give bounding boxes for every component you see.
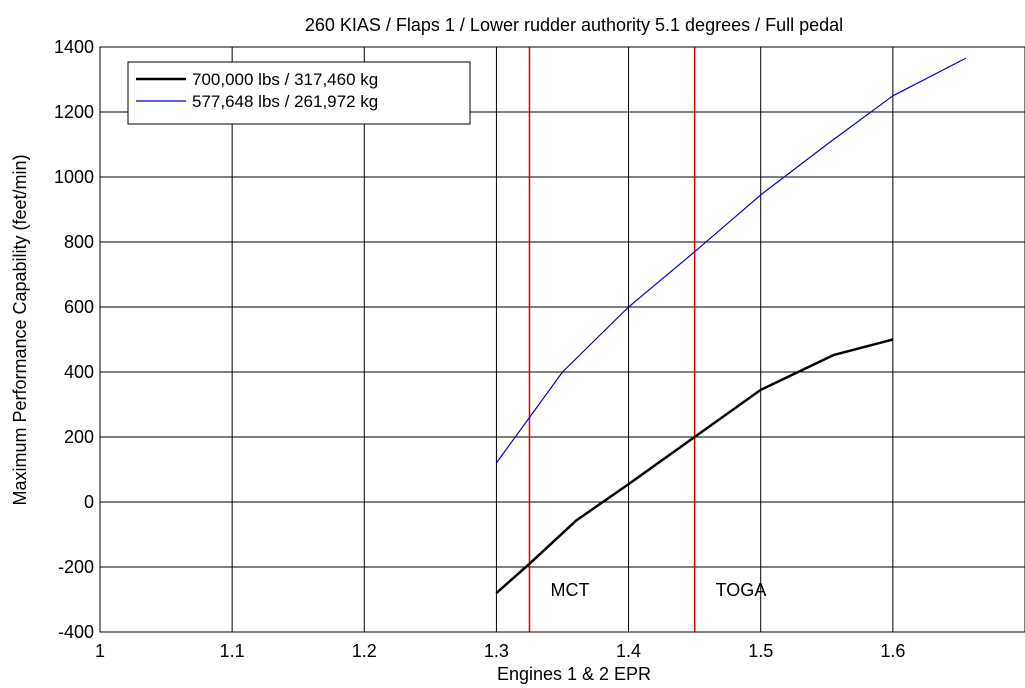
x-tick-label: 1.1	[220, 641, 245, 661]
y-tick-label: 400	[64, 362, 94, 382]
ref-label-mct: MCT	[550, 580, 589, 600]
x-tick-labels: 1 1.1 1.2 1.3 1.4 1.5 1.6	[95, 641, 905, 661]
grid-lines	[99, 46, 1025, 633]
x-axis-title: Engines 1 & 2 EPR	[497, 664, 651, 684]
data-point-series-1	[528, 563, 531, 565]
x-tick-label: 1.3	[484, 641, 509, 661]
y-axis-title: Maximum Performance Capability (feet/min…	[10, 154, 30, 505]
ref-label-toga: TOGA	[716, 580, 767, 600]
y-tick-label: 600	[64, 297, 94, 317]
data-point-series-2	[964, 57, 967, 60]
data-point-series-2	[495, 462, 497, 464]
y-tick-label: 1400	[54, 37, 94, 57]
reference-lines	[528, 47, 696, 632]
ref-labels: MCT TOGA	[550, 580, 766, 600]
data-point-series-2	[561, 371, 564, 373]
y-tick-label: -400	[58, 622, 94, 642]
data-point-series-2	[826, 143, 828, 146]
legend-label-1: 700,000 lbs / 317,460 kg	[192, 70, 378, 89]
data-point-series-2	[694, 251, 696, 253]
y-tick-label: 1000	[54, 167, 94, 187]
series-line-1	[495, 338, 894, 594]
series-lines	[495, 57, 967, 594]
data-point-series-1	[694, 436, 696, 438]
x-tick-label: 1	[95, 641, 105, 661]
y-tick-label: 0	[84, 492, 94, 512]
legend-label-2: 577,648 lbs / 261,972 kg	[192, 92, 378, 111]
data-point-series-1	[575, 520, 577, 522]
data-point-series-1	[892, 338, 894, 341]
data-point-series-2	[760, 194, 762, 196]
data-point-series-1	[760, 389, 762, 391]
x-tick-label: 1.5	[748, 641, 773, 661]
legend-box	[127, 61, 471, 125]
x-tick-label: 1.4	[616, 641, 641, 661]
data-point-series-1	[495, 592, 497, 594]
y-tick-label: 1200	[54, 102, 94, 122]
data-point-series-1	[832, 354, 835, 356]
y-tick-labels: -400 -200 0 200 400 600 800 1000 1200 1400	[54, 37, 94, 642]
data-point-series-2	[628, 306, 630, 308]
x-tick-label: 1.6	[880, 641, 905, 661]
data-point-series-1	[628, 483, 630, 485]
x-tick-label: 1.2	[352, 641, 377, 661]
legend: 700,000 lbs / 317,460 kg 577,648 lbs / 2…	[127, 61, 471, 125]
series-line-2	[495, 57, 966, 464]
chart-title: 260 KIAS / Flaps 1 / Lower rudder author…	[305, 15, 843, 35]
y-tick-label: -200	[58, 557, 94, 577]
plot-frame	[99, 46, 1025, 633]
y-tick-label: 800	[64, 232, 94, 252]
y-tick-label: 200	[64, 427, 94, 447]
data-point-series-2	[892, 95, 894, 97]
